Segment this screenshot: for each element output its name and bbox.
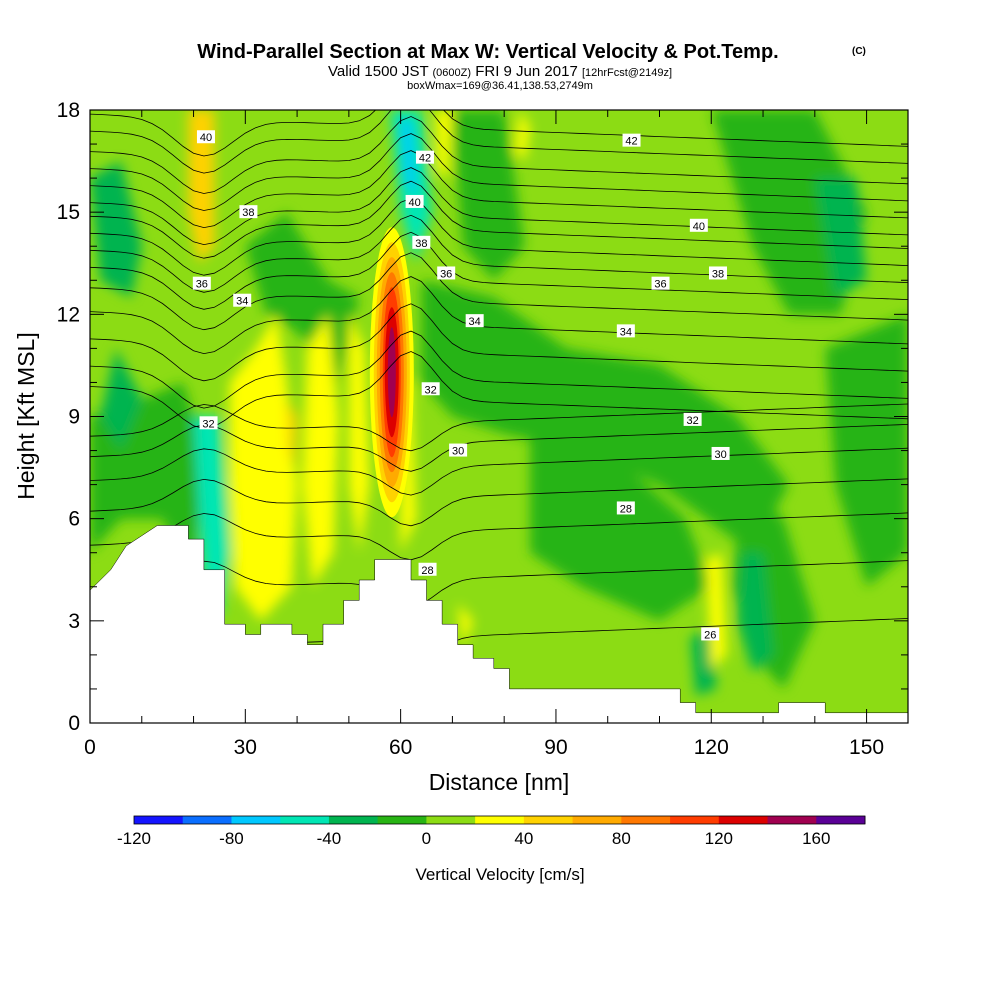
- contour-label-text: 30: [714, 449, 726, 461]
- colorbar-swatch: [377, 816, 427, 824]
- contour-label-36: 36: [651, 276, 670, 291]
- contour-label-text: 40: [200, 132, 212, 144]
- y-tick-label: 6: [68, 508, 80, 531]
- colorbar-swatch: [182, 816, 232, 824]
- valid-prefix: Valid 1500 JST: [328, 63, 428, 80]
- contour-label-text: 34: [620, 326, 632, 338]
- contour-label-36: 36: [437, 266, 456, 280]
- contour-label-text: 36: [196, 279, 208, 291]
- colorbar-swatch: [231, 816, 281, 824]
- y-tick-label: 18: [57, 99, 80, 122]
- contour-label-42: 42: [622, 133, 641, 148]
- contour-label-text: 38: [242, 207, 254, 219]
- contour-label-26: 26: [701, 627, 720, 641]
- y-tick-label: 0: [68, 712, 80, 735]
- contour-label-30: 30: [711, 446, 730, 461]
- contour-label-34: 34: [616, 324, 635, 338]
- y-tick-label: 12: [57, 303, 80, 326]
- colorbar-swatch: [718, 816, 769, 824]
- contour-label-28: 28: [616, 501, 635, 515]
- colorbar-swatch: [134, 816, 184, 824]
- contour-label-42: 42: [415, 150, 434, 165]
- x-tick-label: 60: [389, 736, 412, 759]
- contour-label-38: 38: [239, 205, 258, 219]
- y-tick-label: 15: [57, 201, 80, 224]
- contour-label-text: 26: [704, 629, 716, 641]
- colorbar-tick-label: 40: [514, 829, 533, 848]
- valid-time-line: Valid 1500 JST (0600Z) FRI 9 Jun 2017 [1…: [328, 63, 672, 80]
- y-tick-label: 3: [68, 610, 80, 633]
- contour-label-text: 34: [469, 316, 481, 328]
- x-tick-label: 90: [544, 736, 567, 759]
- valid-utc: (0600Z): [433, 67, 472, 79]
- colorbar-swatch: [426, 816, 476, 824]
- contour-labels: 40 42 42 38 40 40 38 36 38 36 34 36 34 34 32 32 32 30 30 28…: [192, 130, 730, 641]
- colorbar-swatch: [475, 816, 525, 824]
- contour-label-34: 34: [233, 293, 252, 308]
- contour-label-38: 38: [708, 266, 727, 280]
- x-tick-label: 30: [234, 736, 257, 759]
- x-axis-label: Distance [nm]: [429, 769, 570, 795]
- contour-label-34: 34: [465, 314, 484, 328]
- contour-label-text: 34: [236, 296, 248, 308]
- contour-label-40: 40: [405, 194, 424, 209]
- contour-label-32: 32: [421, 382, 440, 396]
- colorbar-swatch: [572, 816, 622, 824]
- contour-label-text: 28: [421, 565, 433, 577]
- contour-label-text: 38: [415, 238, 427, 250]
- y-axis-label: Height [Kft MSL]: [13, 332, 39, 499]
- y-tick-label: 9: [68, 406, 80, 429]
- contour-label-30: 30: [449, 443, 468, 458]
- colorbar-swatch: [670, 816, 720, 824]
- contour-label-text: 32: [202, 418, 214, 430]
- contour-label-text: 30: [452, 446, 464, 458]
- colorbar-swatch: [280, 816, 330, 824]
- contour-label-text: 32: [425, 384, 437, 396]
- contour-label-32: 32: [199, 416, 218, 430]
- box-wmax-line: boxWmax=169@36.41,138.53,2749m: [407, 80, 593, 92]
- colorbar-tick-label: 0: [422, 829, 431, 848]
- contour-label-38: 38: [412, 235, 431, 250]
- forecast-tag: [12hrFcst@2149z]: [582, 67, 672, 79]
- colorbar: -120 -80 -40 0 40 80 120 160: [117, 815, 866, 848]
- contour-label-text: 42: [419, 153, 431, 165]
- contour-label-text: 42: [625, 136, 637, 148]
- contour-label-36: 36: [192, 276, 211, 291]
- copyright-mark: (C): [852, 46, 866, 57]
- colorbar-tick-label: -120: [117, 829, 151, 848]
- contour-label-40: 40: [689, 218, 708, 233]
- contour-label-text: 38: [712, 268, 724, 280]
- colorbar-tick-label: 120: [705, 829, 733, 848]
- theta-contours: [90, 110, 908, 666]
- chart-title: Wind-Parallel Section at Max W: Vertical…: [197, 41, 778, 63]
- contour-label-text: 40: [408, 197, 420, 209]
- contour-label-text: 28: [620, 503, 632, 515]
- colorbar-swatch: [816, 816, 866, 824]
- contour-label-40: 40: [196, 130, 215, 144]
- colorbar-swatch: [523, 816, 574, 824]
- x-tick-label: 150: [849, 736, 884, 759]
- valid-date: FRI 9 Jun 2017: [475, 63, 578, 80]
- colorbar-tick-label: -80: [219, 829, 244, 848]
- colorbar-tick-label: -40: [317, 829, 342, 848]
- contour-label-text: 32: [687, 415, 699, 427]
- colorbar-tick-label: 160: [802, 829, 830, 848]
- colorbar-swatch: [767, 816, 817, 824]
- colorbar-title: Vertical Velocity [cm/s]: [415, 865, 584, 884]
- terrain: [90, 525, 908, 723]
- contour-label-text: 36: [654, 279, 666, 291]
- contour-label-text: 40: [693, 221, 705, 233]
- colorbar-tick-label: 80: [612, 829, 631, 848]
- contour-label-32: 32: [683, 412, 702, 427]
- x-tick-label: 120: [694, 736, 729, 759]
- x-tick-label: 0: [84, 736, 96, 759]
- colorbar-swatch: [328, 816, 379, 824]
- contour-label-text: 36: [440, 268, 452, 280]
- colorbar-swatch: [621, 816, 671, 824]
- contour-label-28: 28: [418, 562, 437, 577]
